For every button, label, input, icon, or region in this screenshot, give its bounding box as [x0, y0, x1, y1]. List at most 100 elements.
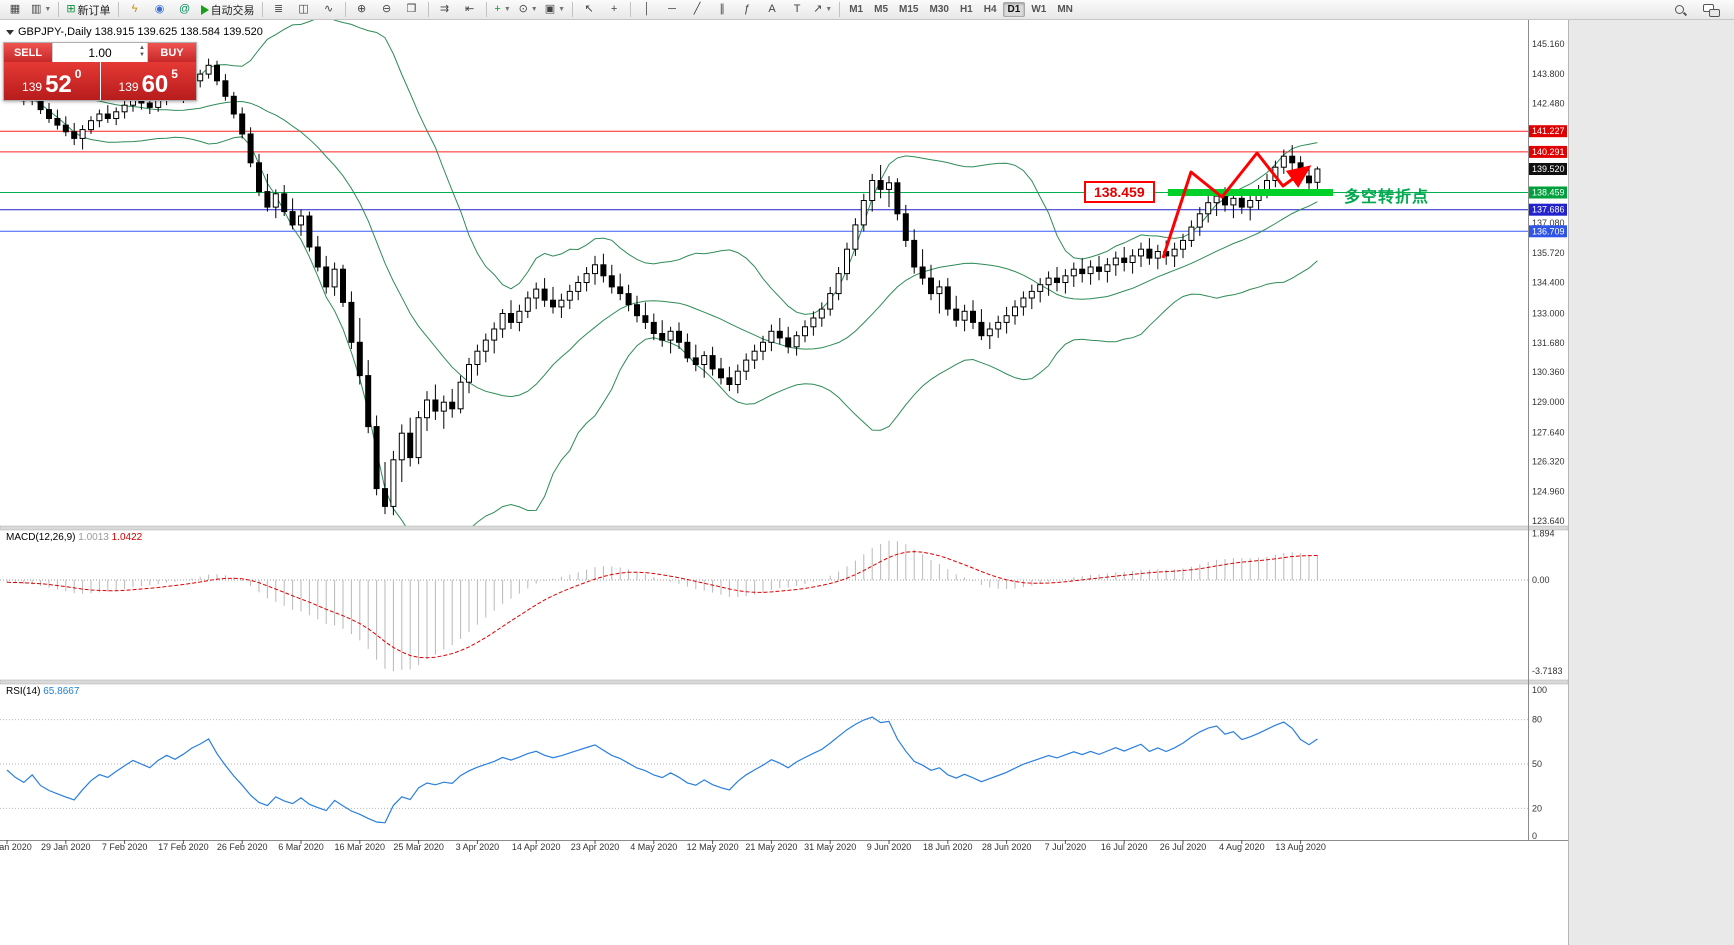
time-axis[interactable]: 20 Jan 2020 29 Jan 2020 7 Feb 2020 17 Feb 2…	[0, 842, 1568, 856]
toolbar-separator	[344, 2, 346, 17]
svg-text:134.400: 134.400	[1532, 278, 1565, 288]
annotation-text[interactable]: 多空转折点	[1344, 189, 1430, 206]
chart-line-button[interactable]: ∿	[317, 0, 341, 19]
toolbar-separator	[839, 2, 841, 17]
svg-text:139.520: 139.520	[1532, 164, 1565, 174]
indicators-button[interactable]: + ▼	[491, 0, 515, 19]
chart-shift-icon: ⇤	[464, 3, 475, 15]
toolbar-separator	[427, 2, 429, 17]
tf-h1-button[interactable]: H1	[959, 4, 973, 15]
community-icon: ◉	[154, 3, 165, 15]
zoom-out-button[interactable]: ⊖	[375, 0, 399, 19]
scripts-button[interactable]: ϟ	[123, 0, 147, 19]
indicators-dropdown-icon[interactable]: ▼	[503, 6, 511, 13]
templates-button[interactable]: ▣ ▼	[542, 0, 568, 19]
svg-text:129.000: 129.000	[1532, 397, 1565, 407]
zoom-in-button[interactable]: ⊕	[350, 0, 374, 19]
profiles-dropdown-icon[interactable]: ▼	[44, 6, 52, 13]
new-order-icon: ⊞	[66, 3, 76, 15]
chat-button[interactable]	[1699, 0, 1723, 19]
periods-button[interactable]: ⊙ ▼	[516, 0, 541, 19]
scripts-icon: ϟ	[131, 3, 138, 15]
time-axis-label: 26 Jul 2020	[1159, 842, 1207, 852]
tf-w1-button[interactable]: W1	[1031, 4, 1047, 15]
profiles-icon: ▥	[31, 3, 42, 15]
price-axis: 145.160 143.800 142.480 137.080 135.720 134.4…	[1529, 39, 1567, 526]
chart-line-icon: ∿	[323, 3, 334, 15]
volume-spinner-icons[interactable]: ▲ ▼	[139, 45, 145, 58]
chart-bars-button[interactable]: ≣	[267, 0, 291, 19]
tile-windows-button[interactable]: ❒	[400, 0, 424, 19]
rsi-axis: 100 80 50 20 0	[1532, 685, 1547, 841]
price-level-callout[interactable]: 138.459	[1084, 181, 1155, 203]
tf-m1-button[interactable]: M1	[849, 4, 864, 15]
time-axis-label: 3 Apr 2020	[455, 842, 500, 852]
svg-text:133.000: 133.000	[1532, 309, 1565, 319]
autotrade-button[interactable]: 自动交易	[198, 0, 258, 19]
auto-scroll-button[interactable]: ⇉	[433, 0, 457, 19]
fibonacci-button[interactable]: ƒ	[735, 0, 759, 19]
new-chart-button[interactable]: ▦	[3, 0, 27, 19]
time-axis-label: 14 Apr 2020	[511, 842, 561, 852]
svg-text:137.080: 137.080	[1532, 218, 1565, 228]
text-button[interactable]: A	[760, 0, 784, 19]
tf-m5-button[interactable]: M5	[874, 4, 889, 15]
svg-text:0.00: 0.00	[1532, 575, 1550, 585]
sell-price-button[interactable]: 139 52 0	[4, 62, 100, 100]
svg-text:135.720: 135.720	[1532, 248, 1565, 258]
buy-price-point: 5	[171, 67, 178, 81]
horizontal-line-button[interactable]: ─	[660, 0, 684, 19]
search-icon	[1673, 3, 1687, 17]
tf-d1-button[interactable]: D1	[1002, 2, 1026, 17]
autotrade-label: 自动交易	[210, 4, 255, 17]
arrows-dropdown-icon[interactable]: ▼	[825, 6, 833, 13]
chart-shift-button[interactable]: ⇤	[458, 0, 482, 19]
profiles-button[interactable]: ▥ ▼	[28, 0, 54, 19]
buy-price-base: 139	[118, 80, 139, 94]
toolbar-separator	[117, 2, 119, 17]
chart-symbol-title: GBPJPY-,Daily 138.915 139.625 138.584 13…	[18, 26, 263, 38]
templates-dropdown-icon[interactable]: ▼	[558, 6, 566, 13]
macd-signal-value: 1.0422	[111, 532, 143, 543]
trendline-button[interactable]: ╱	[685, 0, 709, 19]
vertical-line-button[interactable]: │	[635, 0, 659, 19]
chart-bars-icon: ≣	[273, 3, 284, 15]
channel-button[interactable]: ∥	[710, 0, 734, 19]
volume-stepper[interactable]: 1.00 ▲ ▼	[52, 43, 148, 62]
tile-windows-icon: ❒	[406, 3, 417, 15]
new-order-button[interactable]: ⊞ 新订单	[63, 0, 113, 19]
buy-button[interactable]: BUY	[148, 43, 196, 62]
toolbar-buttons: ▦ ▥ ▼ ⊞ 新订单 ϟ ◉ @ 自动交易 ≣ ◫ ∿ ⊕ ⊖ ❒ ⇉ ⇤ + ▼ ⊙ ▼ ▣ ▼ ↖ + │ ─ ╱ ∥ ƒ A T ↗ ▼	[3, 0, 843, 19]
sell-button[interactable]: SELL	[4, 43, 52, 62]
crosshair-button[interactable]: +	[602, 0, 626, 19]
chat-icon	[1703, 3, 1720, 17]
sell-price-pips: 52	[45, 71, 72, 98]
chart-candles-button[interactable]: ◫	[292, 0, 316, 19]
horizontal-line-icon: ─	[668, 3, 676, 15]
time-axis-label: 18 Jun 2020	[923, 842, 973, 852]
arrows-button[interactable]: ↗ ▼	[810, 0, 835, 19]
rsi-title: RSI(14)	[6, 686, 41, 697]
main-chart-series	[0, 20, 1528, 526]
buy-price-button[interactable]: 139 60 5	[100, 62, 196, 100]
community-button[interactable]: ◉	[148, 0, 172, 19]
tf-m15-button[interactable]: M15	[899, 4, 919, 15]
svg-text:1.894: 1.894	[1532, 529, 1555, 539]
svg-text:130.360: 130.360	[1532, 367, 1565, 377]
periods-dropdown-icon[interactable]: ▼	[530, 6, 538, 13]
cursor-icon: ↖	[584, 3, 594, 15]
search-button[interactable]	[1668, 0, 1692, 19]
tf-mn-button[interactable]: MN	[1057, 4, 1073, 15]
mql-market-button[interactable]: @	[173, 0, 197, 19]
svg-text:142.480: 142.480	[1532, 98, 1565, 108]
tf-m30-button[interactable]: M30	[929, 4, 949, 15]
time-axis-label: 6 Mar 2020	[278, 842, 324, 852]
symbol-dropdown-icon[interactable]	[6, 30, 14, 35]
cursor-button[interactable]: ↖	[577, 0, 601, 19]
tf-h4-button[interactable]: H4	[983, 4, 997, 15]
vertical-line-icon: │	[643, 3, 651, 15]
toolbar-separator	[261, 2, 263, 17]
time-axis-label: 4 Aug 2020	[1219, 842, 1265, 852]
text-label-button[interactable]: T	[785, 0, 809, 19]
